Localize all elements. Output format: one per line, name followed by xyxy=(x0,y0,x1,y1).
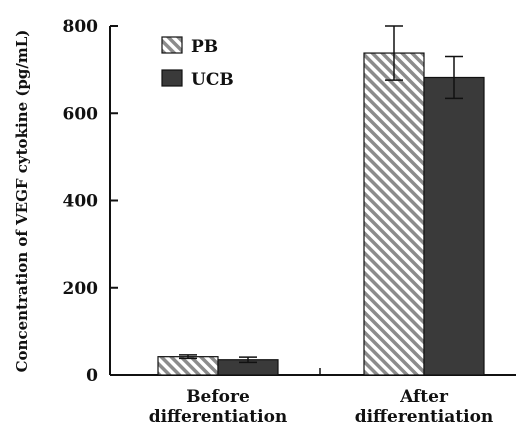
legend: PB UCB xyxy=(161,36,234,90)
x-tick-label: After differentiation xyxy=(355,387,494,427)
legend-label-pb: PB xyxy=(191,37,218,57)
y-tick-label: 0 xyxy=(86,366,98,386)
x-tick-label-line: Before xyxy=(186,387,250,407)
bar-ucb xyxy=(423,76,485,376)
bar-pb xyxy=(157,356,219,376)
legend-swatch-ucb xyxy=(161,69,183,87)
y-tick-label: 600 xyxy=(63,104,99,124)
y-tick-label: 200 xyxy=(63,279,99,299)
legend-label-ucb: UCB xyxy=(191,70,234,90)
x-tick-label-line: differentiation xyxy=(355,407,494,427)
y-tick-label: 400 xyxy=(63,192,99,212)
y-tick-label: 800 xyxy=(63,17,99,37)
bar-pb xyxy=(363,52,425,376)
legend-swatch-pb xyxy=(161,36,183,54)
x-tick-label-line: differentiation xyxy=(149,407,288,427)
y-axis-title: Concentration of VEGF cytokine (pg/mL) xyxy=(13,30,31,373)
x-tick-label-line: After xyxy=(399,387,449,407)
y-axis: 0 200 400 600 800 xyxy=(63,17,118,386)
bars xyxy=(157,25,485,376)
x-tick-label: Before differentiation xyxy=(149,387,288,427)
